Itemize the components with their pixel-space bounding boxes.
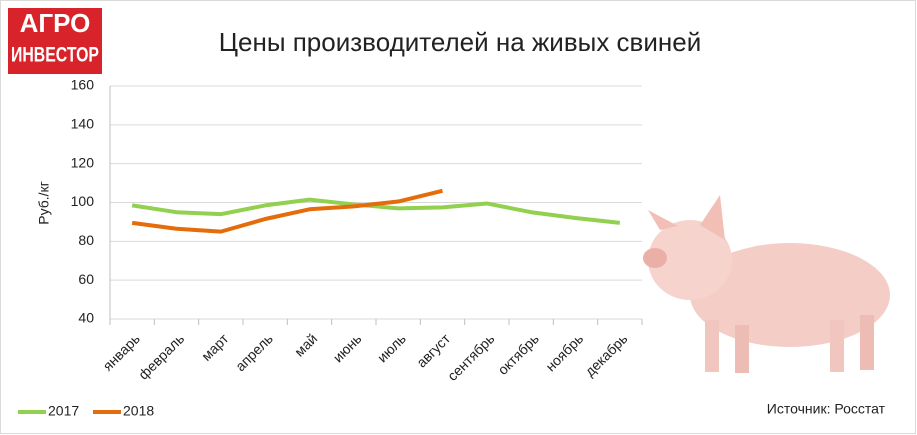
- y-tick-label: 120: [71, 154, 95, 170]
- y-axis-label: Руб./кг: [36, 181, 52, 225]
- y-tick-label: 40: [78, 310, 94, 326]
- logo-text: АГРО: [20, 8, 91, 38]
- y-tick-label: 60: [78, 271, 94, 287]
- chart-title: Цены производителей на живых свиней: [219, 27, 701, 57]
- legend-label: 2018: [123, 403, 154, 419]
- series-line: [131, 188, 443, 234]
- y-tick-label: 160: [71, 77, 95, 93]
- series-line: [131, 197, 621, 225]
- pig-illustration: [643, 195, 890, 373]
- source: Источник: Росстат: [767, 401, 886, 417]
- y-tick-label: 100: [71, 193, 95, 209]
- logo-box: [8, 8, 102, 74]
- y-tick-label: 80: [78, 232, 94, 248]
- legend-label: 2017: [48, 403, 79, 419]
- y-tick-label: 140: [71, 116, 95, 132]
- logo-text: ИНВЕСТОР: [11, 44, 99, 67]
